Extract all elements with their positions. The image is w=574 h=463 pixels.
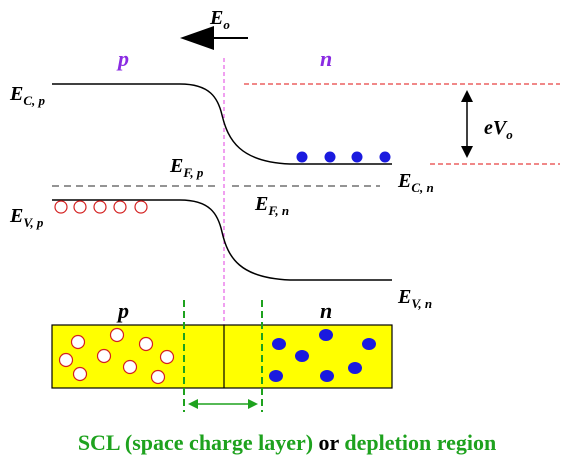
hole [122, 359, 138, 375]
hole [58, 352, 74, 368]
region-label-n: n [320, 46, 332, 71]
ec-p-label: EC, p [9, 83, 46, 108]
ef-p-label: EF, p [169, 155, 204, 180]
region-label-p: p [116, 46, 129, 71]
valence-band [52, 199, 392, 281]
caption-depletion: depletion region [344, 430, 497, 455]
hole [54, 200, 68, 214]
conduction-band [52, 83, 392, 165]
electron [269, 370, 283, 382]
valence-holes [54, 200, 148, 214]
box-label-n: n [320, 298, 332, 323]
hole [150, 369, 166, 385]
hole [134, 200, 148, 214]
electron [319, 329, 333, 341]
hole [73, 200, 87, 214]
caption-or: or [318, 430, 339, 455]
ev-p-label: EV, p [9, 205, 44, 230]
box-label-p: p [116, 298, 129, 323]
ef-n-label: EF, n [254, 193, 289, 218]
electron [324, 151, 336, 163]
box-holes [58, 327, 175, 385]
conduction-electrons [296, 151, 391, 163]
electron [320, 370, 334, 382]
caption-scl: SCL (space charge layer) [77, 430, 314, 455]
box-electrons [269, 329, 376, 382]
hole [70, 334, 86, 350]
electron [379, 151, 391, 163]
hole [93, 200, 107, 214]
electron [348, 362, 362, 374]
hole [159, 349, 175, 365]
barrier-label: eVo [484, 117, 513, 142]
electron [362, 338, 376, 350]
ev-n-label: EV, n [397, 286, 432, 311]
barrier-height-arrow [461, 90, 473, 158]
hole [109, 327, 125, 343]
field-label: Eo [209, 7, 230, 32]
electron [272, 338, 286, 350]
electron [351, 151, 363, 163]
hole [113, 200, 127, 214]
electron [296, 151, 308, 163]
electron [295, 350, 309, 362]
hole [72, 366, 88, 382]
ec-n-label: EC, n [397, 170, 434, 195]
built-in-field-arrow [180, 26, 248, 50]
hole [138, 336, 154, 352]
hole [96, 348, 112, 364]
caption: SCL (space charge layer) or depletion re… [0, 430, 574, 456]
